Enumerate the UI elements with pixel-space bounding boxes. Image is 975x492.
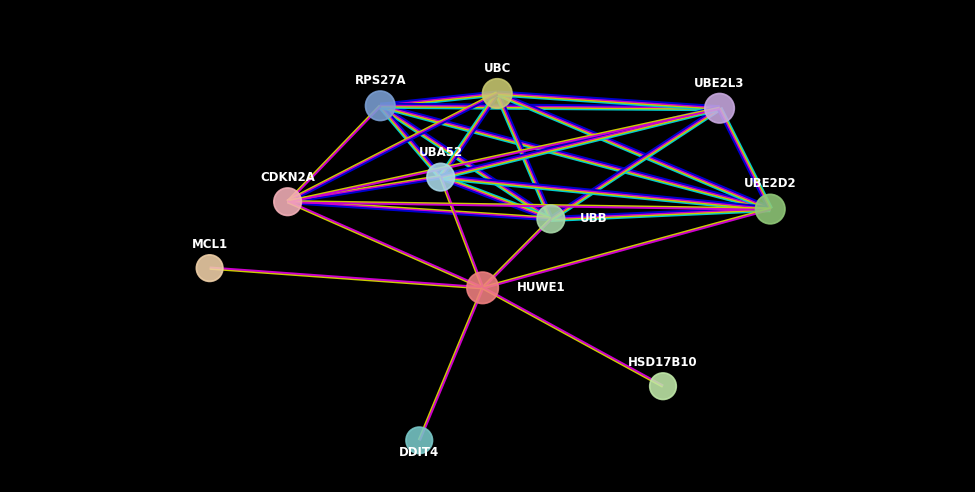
Text: HUWE1: HUWE1: [517, 281, 565, 294]
Ellipse shape: [705, 93, 734, 123]
Ellipse shape: [467, 272, 498, 304]
Ellipse shape: [756, 194, 785, 224]
Text: UBA52: UBA52: [418, 147, 463, 159]
Text: UBE2D2: UBE2D2: [744, 178, 797, 190]
Ellipse shape: [537, 205, 565, 233]
Text: UBE2L3: UBE2L3: [694, 77, 745, 90]
Text: HSD17B10: HSD17B10: [628, 356, 698, 369]
Text: UBB: UBB: [580, 213, 607, 225]
Text: DDIT4: DDIT4: [399, 446, 440, 459]
Text: RPS27A: RPS27A: [355, 74, 406, 87]
Ellipse shape: [427, 163, 454, 191]
Ellipse shape: [406, 427, 433, 454]
Text: CDKN2A: CDKN2A: [260, 171, 315, 184]
Ellipse shape: [483, 79, 512, 108]
Text: UBC: UBC: [484, 62, 511, 75]
Text: MCL1: MCL1: [191, 238, 228, 251]
Ellipse shape: [649, 373, 677, 400]
Ellipse shape: [366, 91, 395, 121]
Ellipse shape: [274, 188, 301, 215]
Ellipse shape: [196, 255, 223, 281]
